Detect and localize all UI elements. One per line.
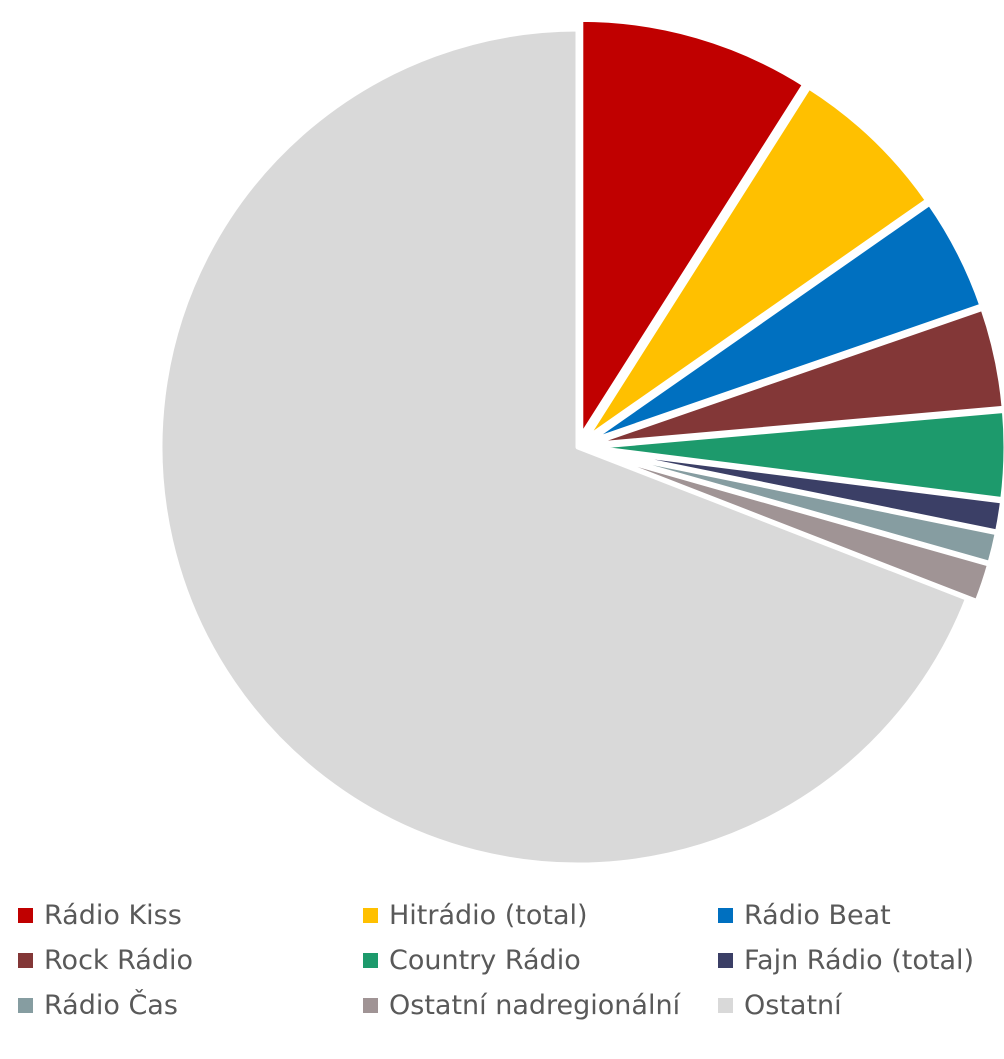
legend-label: Rádio Beat bbox=[744, 900, 891, 931]
legend-item: Ostatní nadregionální bbox=[363, 990, 680, 1021]
legend-swatch bbox=[718, 998, 733, 1013]
pie-slice-2 bbox=[582, 84, 931, 443]
legend-item: Fajn Rádio (total) bbox=[718, 945, 974, 976]
legend-swatch bbox=[363, 953, 378, 968]
legend-item: Hitrádio (total) bbox=[363, 900, 588, 931]
legend-label: Country Rádio bbox=[389, 945, 581, 976]
legend-label: Rock Rádio bbox=[44, 945, 194, 976]
legend-swatch bbox=[18, 953, 33, 968]
legend-swatch bbox=[363, 908, 378, 923]
legend-item: Country Rádio bbox=[363, 945, 581, 976]
legend-label: Ostatní bbox=[744, 990, 842, 1021]
legend-item: Ostatní bbox=[718, 990, 842, 1021]
legend-item: Rádio Beat bbox=[718, 900, 891, 931]
pie-slice-3 bbox=[584, 200, 985, 445]
legend-item: Rock Rádio bbox=[18, 945, 193, 976]
legend-swatch bbox=[363, 998, 378, 1013]
pie-slice-4 bbox=[585, 305, 1004, 448]
legend-label: Ostatní nadregionální bbox=[389, 990, 681, 1021]
legend-label: Fajn Rádio (total) bbox=[744, 945, 975, 976]
legend-item: Rádio Kiss bbox=[18, 900, 182, 931]
legend-label: Rádio Čas bbox=[44, 990, 178, 1021]
legend-label: Rádio Kiss bbox=[44, 900, 182, 931]
legend-swatch bbox=[18, 998, 33, 1013]
legend-label: Hitrádio (total) bbox=[389, 900, 588, 931]
pie-chart bbox=[157, 16, 1004, 868]
pie-slice-9 bbox=[157, 26, 971, 868]
pie-slice-1 bbox=[578, 16, 808, 440]
legend-item: Rádio Čas bbox=[18, 990, 178, 1021]
legend-swatch bbox=[718, 908, 733, 923]
legend-swatch bbox=[18, 908, 33, 923]
legend-swatch bbox=[718, 953, 733, 968]
